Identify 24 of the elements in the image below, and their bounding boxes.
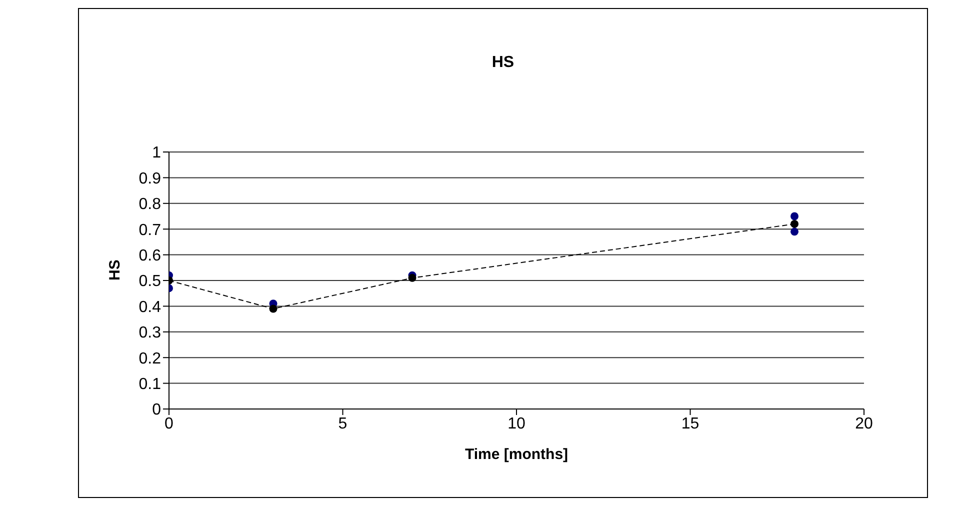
x-tick-label: 5 bbox=[338, 415, 348, 432]
y-tick-label: 0.4 bbox=[138, 298, 162, 316]
point bbox=[408, 274, 416, 282]
point bbox=[790, 212, 798, 220]
x-axis-title: Time [months] bbox=[464, 446, 568, 463]
y-tick-label: 0 bbox=[152, 402, 162, 419]
y-tick-label: 0.3 bbox=[138, 324, 162, 342]
y-tick-label: 0.7 bbox=[138, 222, 162, 239]
y-tick-label: 0.2 bbox=[138, 350, 162, 368]
x-tick-label: 0 bbox=[164, 415, 174, 432]
y-tick-label: 0.6 bbox=[138, 247, 162, 264]
point bbox=[790, 220, 798, 228]
x-tick-label: 20 bbox=[855, 415, 873, 432]
point bbox=[269, 304, 278, 313]
y-tick-label: 0.8 bbox=[138, 196, 162, 214]
point bbox=[790, 228, 798, 236]
y-tick-label: 0.1 bbox=[138, 376, 162, 393]
y-axis-title: HS bbox=[106, 260, 124, 280]
y-tick-label: 0.5 bbox=[138, 273, 162, 290]
chart-title: HS bbox=[490, 54, 516, 72]
y-tick-label: 0.9 bbox=[138, 170, 162, 188]
x-tick-label: 15 bbox=[681, 415, 700, 432]
y-tick-label: 1 bbox=[152, 144, 162, 162]
x-tick-label: 10 bbox=[508, 415, 526, 432]
